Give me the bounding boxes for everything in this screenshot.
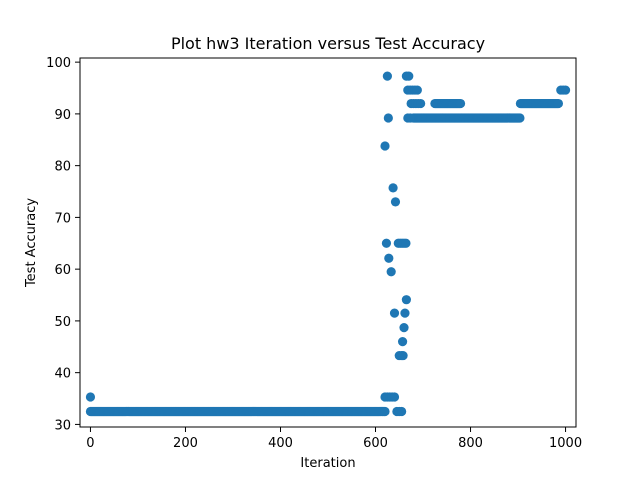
data-point xyxy=(389,308,400,318)
y-tick-label: 50 xyxy=(54,315,71,330)
y-axis-ticks: 30 40 50 60 70 80 90 100 xyxy=(46,56,80,433)
data-point xyxy=(412,85,422,95)
y-axis-label: Test Accuracy xyxy=(24,198,39,288)
y-tick-label: 80 xyxy=(54,160,71,175)
x-tick-label: 200 xyxy=(173,436,198,451)
x-tick-label: 1000 xyxy=(549,436,582,451)
data-point xyxy=(397,406,407,417)
y-tick-label: 90 xyxy=(54,108,71,123)
x-axis-ticks: 0 200 400 600 800 1000 xyxy=(86,427,582,451)
data-point xyxy=(380,141,390,151)
data-point xyxy=(382,71,392,81)
data-point xyxy=(515,113,525,123)
data-point xyxy=(85,392,96,402)
data-point xyxy=(416,98,426,109)
data-point xyxy=(381,238,392,248)
y-tick-label: 40 xyxy=(54,367,71,382)
points-layer xyxy=(85,71,571,417)
data-point xyxy=(380,406,390,417)
y-tick-label: 100 xyxy=(46,56,71,71)
data-point xyxy=(404,71,414,81)
y-tick-label: 70 xyxy=(54,211,71,226)
data-point xyxy=(383,113,393,123)
data-point xyxy=(553,98,564,109)
data-point xyxy=(560,85,571,95)
data-point xyxy=(384,253,394,263)
x-tick-label: 400 xyxy=(268,436,293,451)
x-tick-label: 800 xyxy=(458,436,483,451)
x-axis-label: Iteration xyxy=(300,456,355,471)
x-tick-label: 0 xyxy=(86,436,94,451)
data-point xyxy=(399,323,409,333)
data-point xyxy=(390,197,401,207)
data-point xyxy=(455,98,466,109)
data-point xyxy=(405,113,415,123)
y-tick-label: 60 xyxy=(54,263,71,278)
data-point xyxy=(388,183,398,193)
data-point xyxy=(401,238,411,248)
data-point xyxy=(400,308,410,318)
plot-frame xyxy=(79,57,577,428)
data-point xyxy=(386,267,396,277)
data-point xyxy=(397,337,408,347)
chart-title: Plot hw3 Iteration versus Test Accuracy xyxy=(171,34,485,53)
data-point xyxy=(398,350,408,361)
y-tick-label: 30 xyxy=(54,418,71,433)
data-point xyxy=(401,295,411,305)
data-point xyxy=(389,392,400,402)
x-tick-label: 600 xyxy=(363,436,388,451)
